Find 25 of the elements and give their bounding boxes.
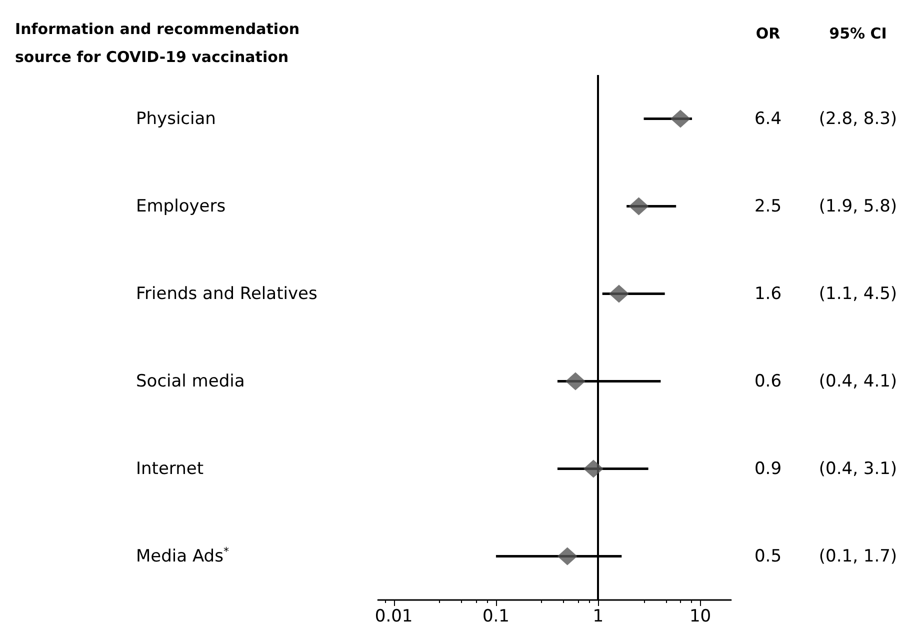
data-label: 1.6 [754, 284, 782, 304]
data-label: 0.5 [754, 546, 782, 566]
data-label: 0.9 [754, 458, 782, 479]
data-label: 6.4 [754, 108, 782, 129]
x-tick-label: 0.1 [482, 606, 510, 626]
x-tick-label: 0.01 [374, 606, 413, 626]
text: 95% CI [829, 24, 887, 42]
text: (0.4, 3.1) [818, 458, 898, 479]
data-label: 0.6 [754, 371, 782, 392]
text: (2.8, 8.3) [818, 108, 898, 129]
y-tick-label: Internet [136, 458, 204, 479]
data-label: 2.5 [754, 196, 782, 216]
x-tick-label: 10 [689, 606, 712, 626]
y-tick-label: Friends and Relatives [136, 284, 318, 304]
x-tick-label: 1 [592, 606, 604, 626]
text: OR [756, 24, 781, 42]
y-tick-label: Employers [136, 196, 226, 216]
y-tick-label: Media Ads* [136, 544, 230, 566]
text: (1.9, 5.8) [818, 196, 898, 216]
text: (0.4, 4.1) [818, 371, 898, 392]
y-tick-label: Physician [136, 108, 216, 129]
text: (1.1, 4.5) [818, 284, 898, 304]
text: (0.1, 1.7) [818, 546, 898, 566]
text: Information and recommendation source for COVID-19 vaccination [15, 20, 305, 66]
y-tick-label: Social media [136, 371, 245, 392]
